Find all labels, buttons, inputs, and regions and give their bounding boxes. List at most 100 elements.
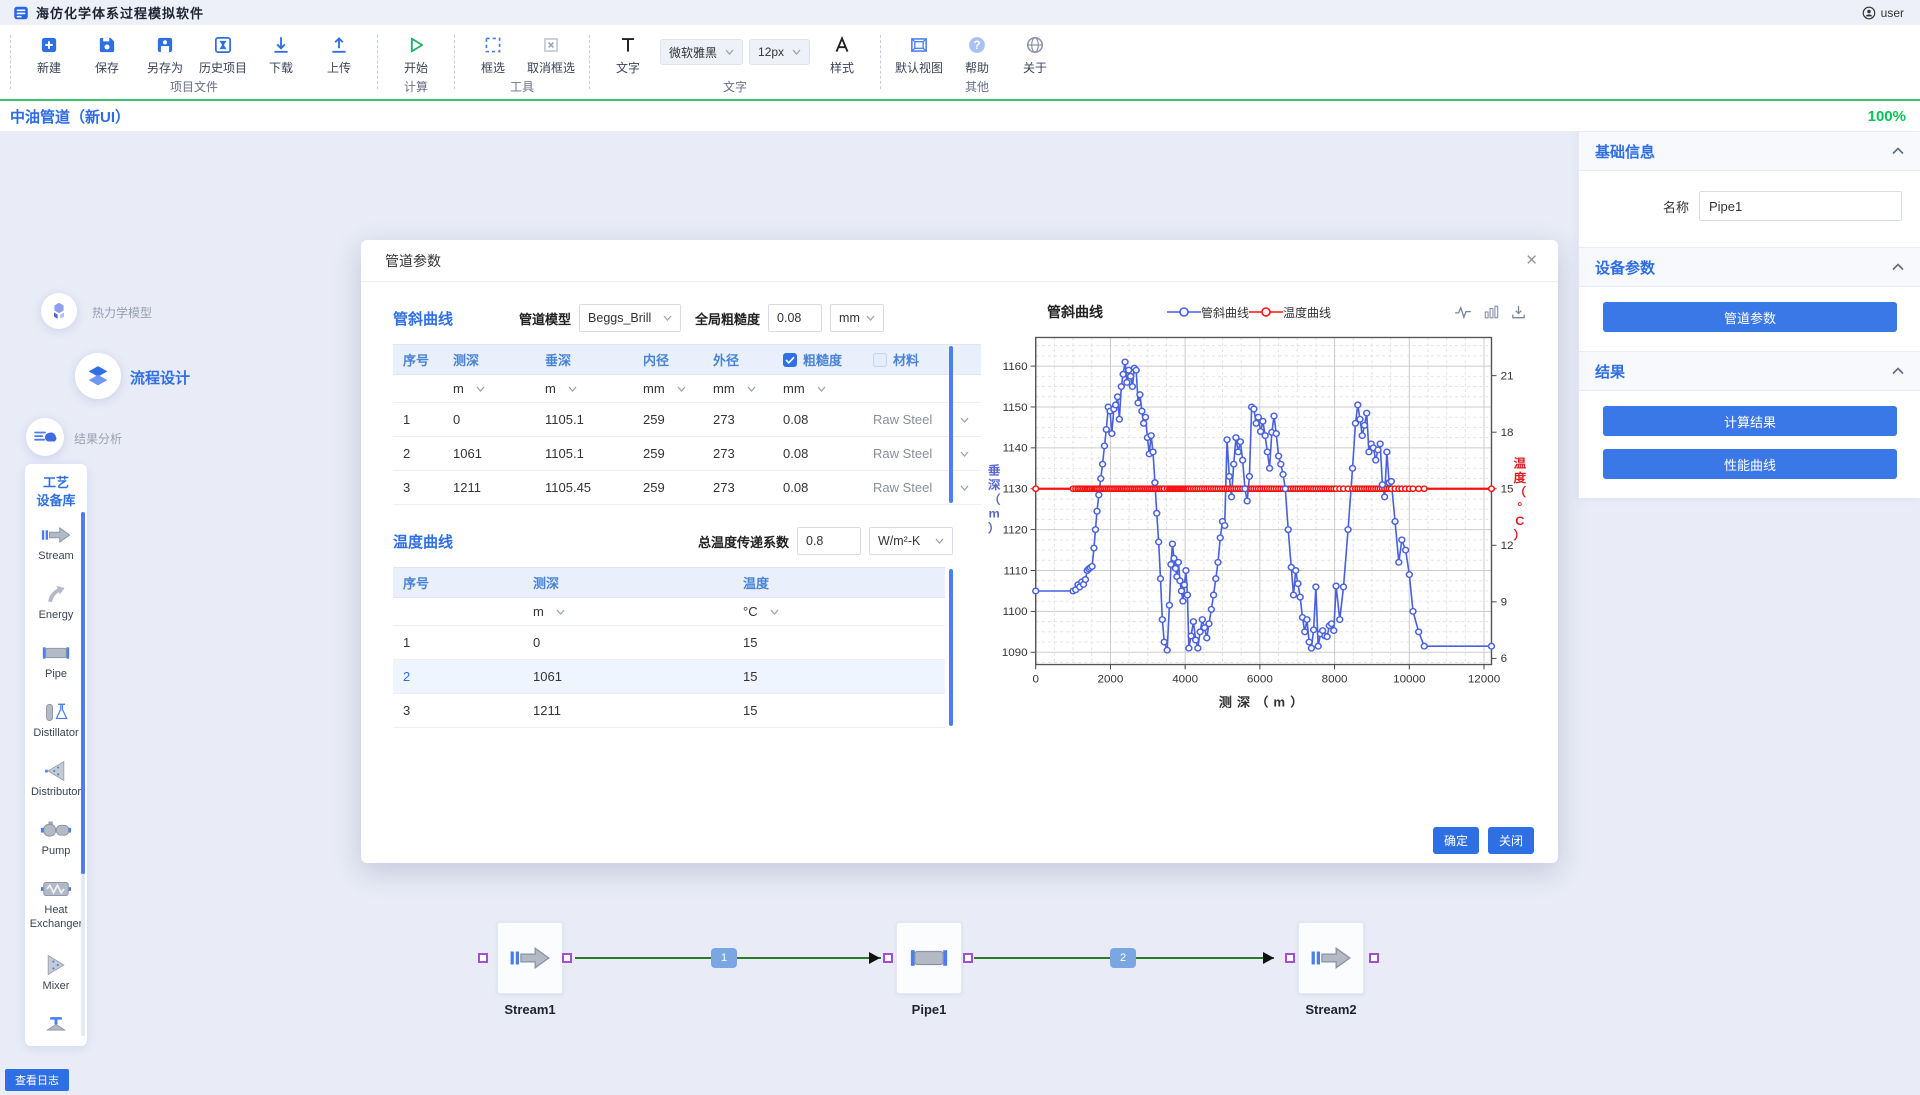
bar-view-icon[interactable] <box>1484 305 1499 319</box>
table-cell[interactable]: 0.08 <box>773 402 863 437</box>
library-item-stream[interactable]: Stream <box>25 521 87 580</box>
table-row[interactable]: 2 1061 1105.1 259 273 0.08 Raw Steel <box>393 436 981 471</box>
unit-select[interactable]: m <box>443 374 535 403</box>
toolbar-button-about[interactable]: 关于 <box>1009 27 1061 76</box>
toolbar-button-history[interactable]: 历史项目 <box>197 27 249 76</box>
flowsheet-canvas[interactable]: 热力学模型 流程设计 结果分析 工艺 设备库 Stream Energy Pipe D… <box>0 131 1920 1095</box>
material-select[interactable]: Raw Steel <box>863 402 981 437</box>
table-cell[interactable]: 259 <box>633 436 703 471</box>
material-select[interactable]: Raw Steel <box>863 436 981 471</box>
table-row[interactable]: 1 0 15 <box>393 625 945 660</box>
table-cell[interactable]: 259 <box>633 402 703 437</box>
table-cell[interactable]: 1105.1 <box>535 436 633 471</box>
section-basic-info[interactable]: 基础信息 <box>1579 131 1920 171</box>
port-stream2-in[interactable] <box>1285 953 1295 963</box>
library-item-heat-exchanger[interactable]: Heat Exchanger <box>25 875 87 951</box>
table-cell[interactable]: 1211 <box>443 470 535 505</box>
ok-button[interactable]: 确定 <box>1432 826 1479 854</box>
toolbar-button-save[interactable]: 保存 <box>81 27 133 76</box>
nav-process-design-button[interactable] <box>75 353 121 399</box>
column-header[interactable]: 垂深 <box>535 344 633 375</box>
table-row[interactable]: 3 1211 15 <box>393 693 945 728</box>
toolbar-button-help[interactable]: ? 帮助 <box>951 27 1003 76</box>
font-size-select[interactable]: 12px <box>749 39 811 65</box>
heat-coeff-unit-select[interactable]: W/m²-K <box>869 527 953 555</box>
user-menu[interactable]: user <box>1862 6 1910 20</box>
table-row[interactable]: 2 1061 15 <box>393 659 945 694</box>
chevron-up-icon[interactable] <box>1892 362 1904 380</box>
performance-curve-button[interactable]: 性能曲线 <box>1603 449 1897 479</box>
table-cell[interactable]: 273 <box>703 436 773 471</box>
name-field[interactable] <box>1699 191 1902 221</box>
table-cell[interactable]: 0 <box>443 402 535 437</box>
column-header[interactable]: 温度 <box>733 567 945 598</box>
table-cell[interactable]: 1105.1 <box>535 402 633 437</box>
calc-result-button[interactable]: 计算结果 <box>1603 406 1897 436</box>
chevron-up-icon[interactable] <box>1892 258 1904 276</box>
section-device-params[interactable]: 设备参数 <box>1579 247 1920 287</box>
toolbar-button-marquee[interactable]: 框选 <box>467 27 519 76</box>
toolbar-button-text[interactable]: 文字 <box>602 27 654 76</box>
temperature-table-scrollbar[interactable] <box>949 569 953 726</box>
download-chart-icon[interactable] <box>1511 305 1526 319</box>
incline-table-scrollbar[interactable] <box>949 346 953 503</box>
table-cell[interactable]: 3 <box>393 470 443 505</box>
table-cell[interactable]: 15 <box>733 659 945 694</box>
port-stream2-out[interactable] <box>1369 953 1379 963</box>
table-cell[interactable]: 2 <box>393 436 443 471</box>
table-row[interactable]: 3 1211 1105.45 259 273 0.08 Raw Steel <box>393 470 981 505</box>
toolbar-button-play[interactable]: 开始 <box>390 27 442 76</box>
library-item-distributor[interactable]: Distributor <box>25 757 87 816</box>
font-family-select[interactable]: 微软雅黑 <box>660 39 744 65</box>
roughness-unit-select[interactable]: mm <box>830 304 885 332</box>
pipe-model-select[interactable]: Beggs_Brill <box>579 304 682 332</box>
library-item-pipe[interactable]: Pipe <box>25 639 87 698</box>
port-pipe1-in[interactable] <box>883 953 893 963</box>
toolbar-button-default-view[interactable]: 默认视图 <box>893 27 945 76</box>
table-cell[interactable]: 0.08 <box>773 470 863 505</box>
table-cell[interactable]: 1105.45 <box>535 470 633 505</box>
toolbar-button-new[interactable]: 新建 <box>23 27 75 76</box>
edge-2-label[interactable]: 2 <box>1110 948 1136 968</box>
table-cell[interactable]: 3 <box>393 693 523 728</box>
unit-select[interactable]: mm <box>773 374 863 403</box>
node-stream1[interactable] <box>497 922 563 994</box>
toolbar-button-marquee-cancel[interactable]: 取消框选 <box>525 27 577 76</box>
port-stream1-out[interactable] <box>562 953 572 963</box>
column-header[interactable]: 测深 <box>523 567 733 598</box>
nav-result-analysis-button[interactable] <box>26 418 64 456</box>
table-cell[interactable]: 0 <box>523 625 733 660</box>
column-header[interactable]: 材料 <box>863 344 981 375</box>
table-cell[interactable]: 1061 <box>443 436 535 471</box>
node-stream2[interactable] <box>1298 922 1364 994</box>
column-header[interactable]: 外径 <box>703 344 773 375</box>
view-log-button[interactable]: 查看日志 <box>5 1069 69 1091</box>
pipe-params-button[interactable]: 管道参数 <box>1603 302 1897 332</box>
library-item-pump[interactable]: Pump <box>25 816 87 875</box>
chevron-up-icon[interactable] <box>1892 142 1904 160</box>
material-select[interactable]: Raw Steel <box>863 470 981 505</box>
global-roughness-input[interactable] <box>768 304 823 332</box>
unit-select[interactable]: mm <box>633 374 703 403</box>
unit-select[interactable]: mm <box>703 374 773 403</box>
edge-1-label[interactable]: 1 <box>711 948 737 968</box>
close-icon[interactable]: ✕ <box>1525 252 1538 269</box>
library-item-mixer[interactable]: Mixer <box>25 951 87 1010</box>
table-cell[interactable]: 273 <box>703 402 773 437</box>
unit-select[interactable]: m <box>523 597 733 626</box>
column-header[interactable]: 序号 <box>393 344 443 375</box>
table-cell[interactable]: 15 <box>733 625 945 660</box>
table-cell[interactable]: 273 <box>703 470 773 505</box>
toolbar-button-style[interactable]: 样式 <box>816 27 868 76</box>
project-tab[interactable]: 中油管道（新UI） <box>10 108 131 126</box>
table-row[interactable]: 1 0 1105.1 259 273 0.08 Raw Steel <box>393 402 981 437</box>
toolbar-button-upload[interactable]: 上传 <box>313 27 365 76</box>
legend-temperature[interactable]: 温度曲线 <box>1249 304 1331 321</box>
unit-select[interactable]: °C <box>733 597 945 626</box>
curve-view-icon[interactable] <box>1454 305 1472 319</box>
checkbox-checked-icon[interactable] <box>783 352 797 367</box>
table-cell[interactable]: 259 <box>633 470 703 505</box>
toolbar-button-download[interactable]: 下载 <box>255 27 307 76</box>
table-cell[interactable]: 1 <box>393 625 523 660</box>
library-item-distillator[interactable]: Distillator <box>25 698 87 757</box>
